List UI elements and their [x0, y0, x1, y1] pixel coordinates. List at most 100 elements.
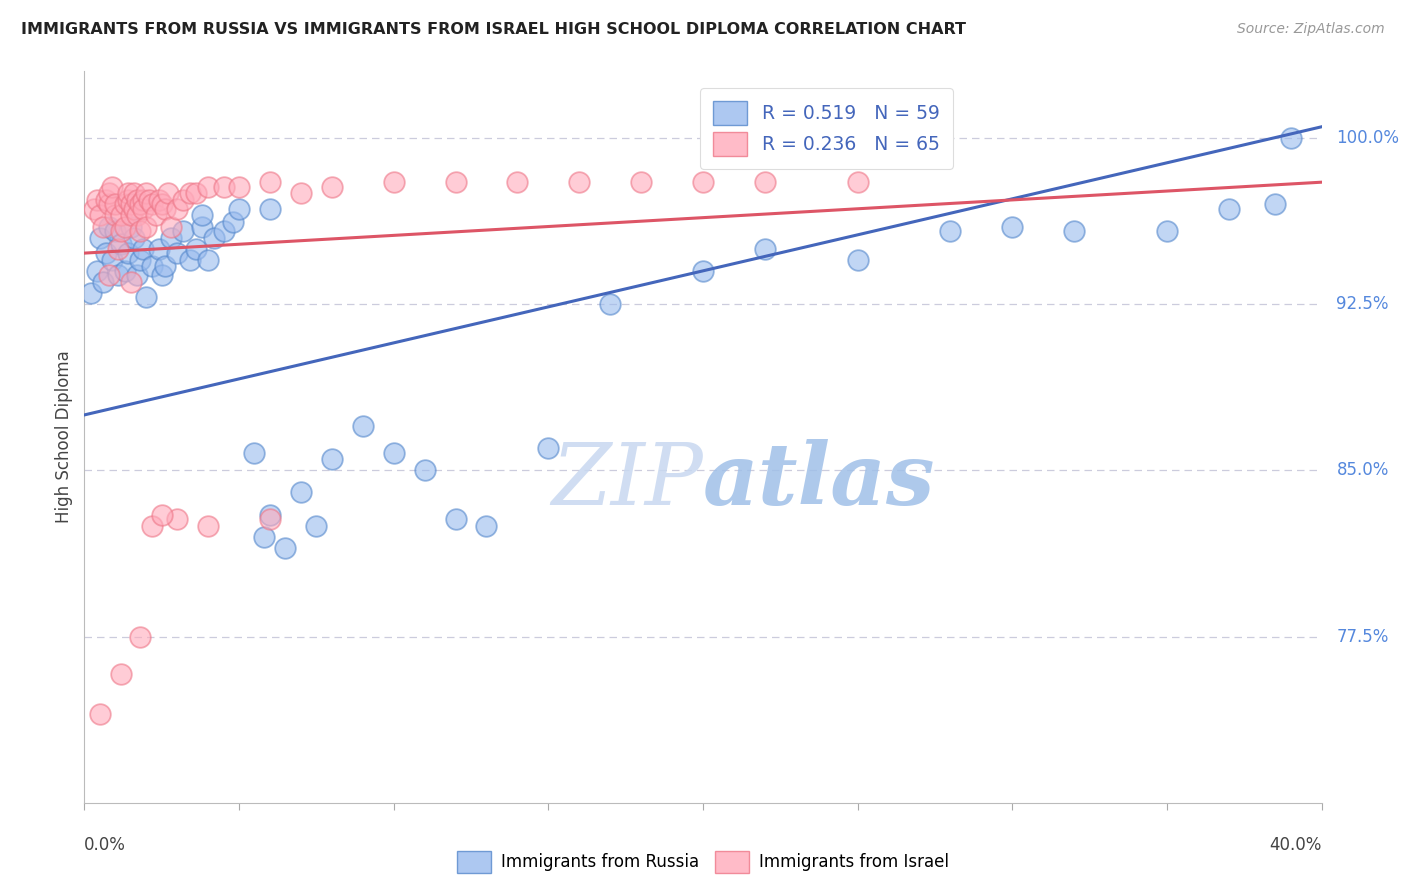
Point	[150, 197, 173, 211]
Point	[129, 252, 152, 267]
Point	[444, 175, 467, 189]
Point	[259, 512, 281, 526]
Text: atlas: atlas	[703, 439, 935, 523]
Point	[1218, 202, 1240, 216]
Point	[172, 224, 194, 238]
Point	[153, 260, 176, 274]
Point	[91, 275, 114, 289]
Point	[141, 518, 163, 533]
Legend: R = 0.519   N = 59, R = 0.236   N = 65: R = 0.519 N = 59, R = 0.236 N = 65	[700, 88, 953, 169]
Point	[110, 209, 132, 223]
Text: 77.5%: 77.5%	[1337, 628, 1389, 646]
Point	[166, 202, 188, 216]
Point	[184, 186, 207, 201]
Point	[148, 193, 170, 207]
Legend: Immigrants from Russia, Immigrants from Israel: Immigrants from Russia, Immigrants from …	[450, 845, 956, 880]
Point	[184, 242, 207, 256]
Point	[114, 264, 136, 278]
Point	[1063, 224, 1085, 238]
Point	[212, 224, 235, 238]
Point	[475, 518, 498, 533]
Point	[259, 202, 281, 216]
Point	[135, 186, 157, 201]
Point	[243, 445, 266, 459]
Point	[274, 541, 297, 555]
Point	[1264, 197, 1286, 211]
Point	[197, 179, 219, 194]
Point	[290, 186, 312, 201]
Point	[132, 242, 155, 256]
Point	[122, 186, 145, 201]
Point	[141, 260, 163, 274]
Point	[172, 193, 194, 207]
Point	[114, 219, 136, 234]
Point	[156, 186, 179, 201]
Point	[98, 219, 121, 234]
Point	[160, 219, 183, 234]
Point	[120, 275, 142, 289]
Point	[191, 209, 214, 223]
Point	[122, 230, 145, 244]
Point	[129, 197, 152, 211]
Point	[125, 209, 148, 223]
Point	[321, 452, 343, 467]
Text: 85.0%: 85.0%	[1337, 461, 1389, 479]
Point	[125, 268, 148, 283]
Point	[259, 175, 281, 189]
Point	[129, 630, 152, 644]
Point	[228, 202, 250, 216]
Point	[305, 518, 328, 533]
Point	[120, 219, 142, 234]
Point	[1001, 219, 1024, 234]
Point	[846, 175, 869, 189]
Point	[537, 441, 560, 455]
Point	[135, 219, 157, 234]
Point	[754, 175, 776, 189]
Point	[382, 175, 405, 189]
Point	[150, 508, 173, 522]
Point	[107, 268, 129, 283]
Text: 0.0%: 0.0%	[84, 836, 127, 854]
Point	[110, 237, 132, 252]
Point	[104, 209, 127, 223]
Point	[179, 252, 201, 267]
Point	[98, 197, 121, 211]
Point	[101, 252, 124, 267]
Point	[138, 193, 160, 207]
Point	[630, 175, 652, 189]
Point	[166, 512, 188, 526]
Point	[179, 186, 201, 201]
Point	[89, 230, 111, 244]
Point	[692, 175, 714, 189]
Point	[212, 179, 235, 194]
Point	[228, 179, 250, 194]
Point	[259, 508, 281, 522]
Text: Source: ZipAtlas.com: Source: ZipAtlas.com	[1237, 22, 1385, 37]
Point	[1156, 224, 1178, 238]
Text: 92.5%: 92.5%	[1337, 295, 1389, 313]
Point	[89, 707, 111, 722]
Point	[191, 219, 214, 234]
Point	[120, 197, 142, 211]
Point	[150, 268, 173, 283]
Text: 100.0%: 100.0%	[1337, 128, 1399, 147]
Point	[253, 530, 276, 544]
Point	[135, 290, 157, 304]
Point	[98, 268, 121, 283]
Point	[290, 485, 312, 500]
Point	[413, 463, 436, 477]
Point	[202, 230, 225, 244]
Point	[89, 209, 111, 223]
Point	[120, 209, 142, 223]
Point	[86, 193, 108, 207]
Point	[98, 186, 121, 201]
Point	[114, 197, 136, 211]
Point	[101, 179, 124, 194]
Point	[107, 242, 129, 256]
Point	[1279, 131, 1302, 145]
Point	[321, 179, 343, 194]
Point	[132, 202, 155, 216]
Point	[117, 246, 139, 260]
Point	[141, 197, 163, 211]
Text: ZIP: ZIP	[551, 440, 703, 523]
